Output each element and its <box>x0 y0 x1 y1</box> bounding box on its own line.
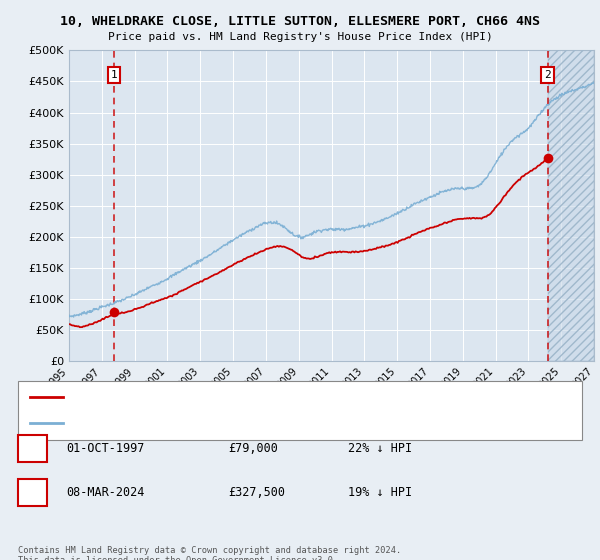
Text: 10, WHELDRAKE CLOSE, LITTLE SUTTON, ELLESMERE PORT, CH66 4NS: 10, WHELDRAKE CLOSE, LITTLE SUTTON, ELLE… <box>60 15 540 27</box>
Text: Contains HM Land Registry data © Crown copyright and database right 2024.
This d: Contains HM Land Registry data © Crown c… <box>18 546 401 560</box>
Text: 1: 1 <box>29 442 36 455</box>
Text: 10, WHELDRAKE CLOSE, LITTLE SUTTON, ELLESMERE PORT, CH66 4NS (detached house): 10, WHELDRAKE CLOSE, LITTLE SUTTON, ELLE… <box>69 392 531 402</box>
Text: 01-OCT-1997: 01-OCT-1997 <box>66 442 145 455</box>
Bar <box>548 50 594 361</box>
Text: 1: 1 <box>111 70 118 80</box>
Text: 08-MAR-2024: 08-MAR-2024 <box>66 486 145 499</box>
Text: £79,000: £79,000 <box>228 442 278 455</box>
Text: HPI: Average price, detached house, Cheshire West and Chester: HPI: Average price, detached house, Ches… <box>69 418 435 428</box>
Text: Price paid vs. HM Land Registry's House Price Index (HPI): Price paid vs. HM Land Registry's House … <box>107 32 493 43</box>
Text: £327,500: £327,500 <box>228 486 285 499</box>
Text: 19% ↓ HPI: 19% ↓ HPI <box>348 486 412 499</box>
Text: 22% ↓ HPI: 22% ↓ HPI <box>348 442 412 455</box>
Text: 2: 2 <box>29 486 36 499</box>
Bar <box>548 50 594 361</box>
Text: 2: 2 <box>544 70 551 80</box>
